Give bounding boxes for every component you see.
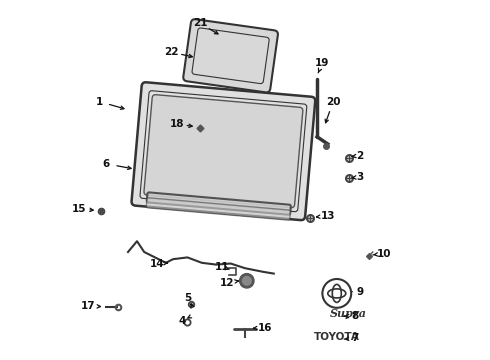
Text: 19: 19 [315, 58, 330, 68]
FancyBboxPatch shape [183, 19, 278, 93]
Text: 16: 16 [258, 323, 272, 333]
Text: 11: 11 [214, 262, 229, 272]
Circle shape [243, 276, 251, 285]
FancyBboxPatch shape [131, 82, 315, 220]
Text: 15: 15 [72, 204, 87, 214]
Text: 3: 3 [357, 172, 364, 182]
FancyBboxPatch shape [147, 198, 291, 220]
Text: 1: 1 [96, 96, 103, 107]
Text: 22: 22 [164, 47, 178, 57]
Text: 5: 5 [184, 293, 191, 303]
Text: 20: 20 [326, 96, 341, 107]
Circle shape [240, 274, 254, 288]
Text: 9: 9 [357, 287, 364, 297]
Text: 12: 12 [220, 278, 234, 288]
Text: 13: 13 [320, 211, 335, 221]
FancyBboxPatch shape [147, 192, 291, 215]
Text: 18: 18 [170, 119, 184, 129]
Text: 7: 7 [351, 333, 359, 343]
Text: 4: 4 [178, 316, 186, 326]
Text: TOYOTA: TOYOTA [314, 332, 359, 342]
Text: 8: 8 [351, 311, 358, 321]
Text: 21: 21 [193, 18, 207, 28]
Text: 6: 6 [103, 159, 110, 169]
Text: 2: 2 [357, 150, 364, 161]
FancyBboxPatch shape [144, 95, 303, 208]
Text: 14: 14 [149, 258, 164, 269]
Text: 10: 10 [376, 249, 391, 259]
Text: 17: 17 [81, 301, 96, 311]
Text: Supra: Supra [330, 308, 367, 319]
